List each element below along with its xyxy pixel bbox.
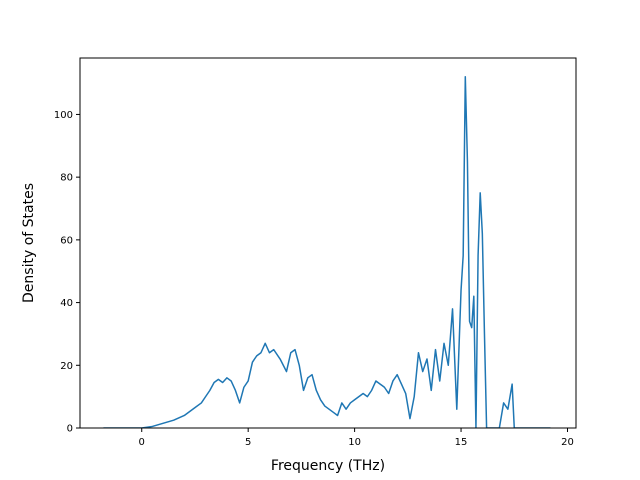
x-tick-label: 5 — [245, 437, 251, 448]
x-axis-label: Frequency (THz) — [271, 458, 385, 474]
plot-layer — [103, 76, 551, 428]
y-tick-label: 40 — [60, 298, 73, 309]
y-axis-label: Density of States — [21, 183, 37, 303]
y-tick-label: 0 — [67, 424, 73, 435]
x-tick-label: 0 — [139, 437, 145, 448]
y-tick-label: 100 — [54, 110, 73, 121]
y-tick-label: 20 — [60, 361, 73, 372]
dos-series-line — [103, 76, 551, 428]
x-tick-label: 15 — [455, 437, 468, 448]
y-tick-label: 60 — [60, 235, 73, 246]
x-axis-ticks: 0 5 10 15 20 — [139, 428, 574, 448]
y-axis-ticks: 0 20 40 60 80 100 — [54, 110, 80, 435]
x-tick-label: 10 — [348, 437, 361, 448]
x-tick-label: 20 — [561, 437, 574, 448]
y-tick-label: 80 — [60, 173, 73, 184]
axes-frame — [79, 57, 577, 429]
